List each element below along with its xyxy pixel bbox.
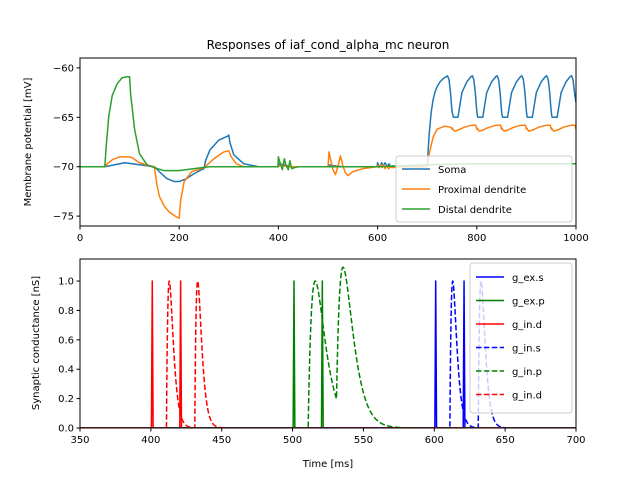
y-tick-label: −70 [53,162,74,173]
top-series-group [80,75,576,219]
bottom-series-group [80,266,576,428]
legend-label: g_in.d [512,391,542,402]
legend-box [395,155,573,223]
y-tick-label: 0.2 [58,394,74,405]
y-tick-label: −60 [53,63,74,74]
legend-label: g_ex.s [512,273,544,284]
y-tick-label: 0.4 [58,365,74,376]
x-tick-label: 350 [70,435,89,446]
top-y-axis-label: Membrane potential [mV] [23,77,34,206]
x-tick-label: 700 [566,435,585,446]
y-tick-label: 0.0 [58,424,74,435]
synaptic-conductance-panel: 350 400 450 500 550 600 650 700 0.0 0.2 0.4 0.6 0.8… [31,258,586,470]
top-x-axis: 0 200 400 600 800 1000 [77,226,589,244]
legend-label: Distal dendrite [438,205,512,216]
x-tick-label: 650 [496,435,515,446]
y-tick-label: 0.8 [58,306,74,317]
series-line-1 [80,280,576,428]
x-tick-label: 400 [141,435,160,446]
membrane-potential-panel: Responses of iaf_cond_alpha_mc neuron 0 2… [23,38,589,244]
x-tick-label: 1000 [563,233,588,244]
y-tick-label: −75 [53,212,74,223]
x-tick-label: 450 [212,435,231,446]
y-tick-label: 0.6 [58,335,74,346]
x-tick-label: 200 [170,233,189,244]
legend-label: g_ex.p [512,297,545,308]
bottom-y-axis-label: Synaptic conductance [nS] [31,276,42,410]
bottom-x-axis: 350 400 450 500 550 600 650 700 [70,428,586,446]
series-line-3 [80,280,576,428]
x-tick-label: 600 [368,233,387,244]
top-legend: Soma Proximal dendrite Distal dendrite [395,155,573,223]
x-tick-label: 800 [467,233,486,244]
bottom-x-axis-label: Time [ms] [302,459,354,470]
series-line-1 [80,124,576,219]
y-tick-label: 1.0 [58,277,74,288]
top-axes-frame [79,57,577,227]
y-tick-label: −65 [53,113,74,124]
x-tick-label: 0 [77,233,83,244]
x-tick-label: 500 [283,435,302,446]
series-line-2 [80,280,576,428]
legend-label: g_in.p [512,367,542,378]
x-tick-label: 550 [354,435,373,446]
x-tick-label: 400 [269,233,288,244]
bottom-y-axis: 0.0 0.2 0.4 0.6 0.8 1.0 [58,277,80,435]
bottom-legend: g_ex.s g_ex.p g_in.d g_in.s g_in.p g_in.d [469,262,573,414]
legend-label: Soma [438,165,466,176]
chart-title: Responses of iaf_cond_alpha_mc neuron [207,38,450,52]
bottom-axes-frame [79,258,577,429]
series-line-0 [80,280,576,428]
top-y-axis: −75 −70 −65 −60 [53,63,80,223]
legend-label: Proximal dendrite [438,185,526,196]
legend-label: g_in.s [512,344,541,355]
series-line-2 [80,76,576,172]
x-tick-label: 600 [425,435,444,446]
legend-label: g_in.d [512,320,542,331]
